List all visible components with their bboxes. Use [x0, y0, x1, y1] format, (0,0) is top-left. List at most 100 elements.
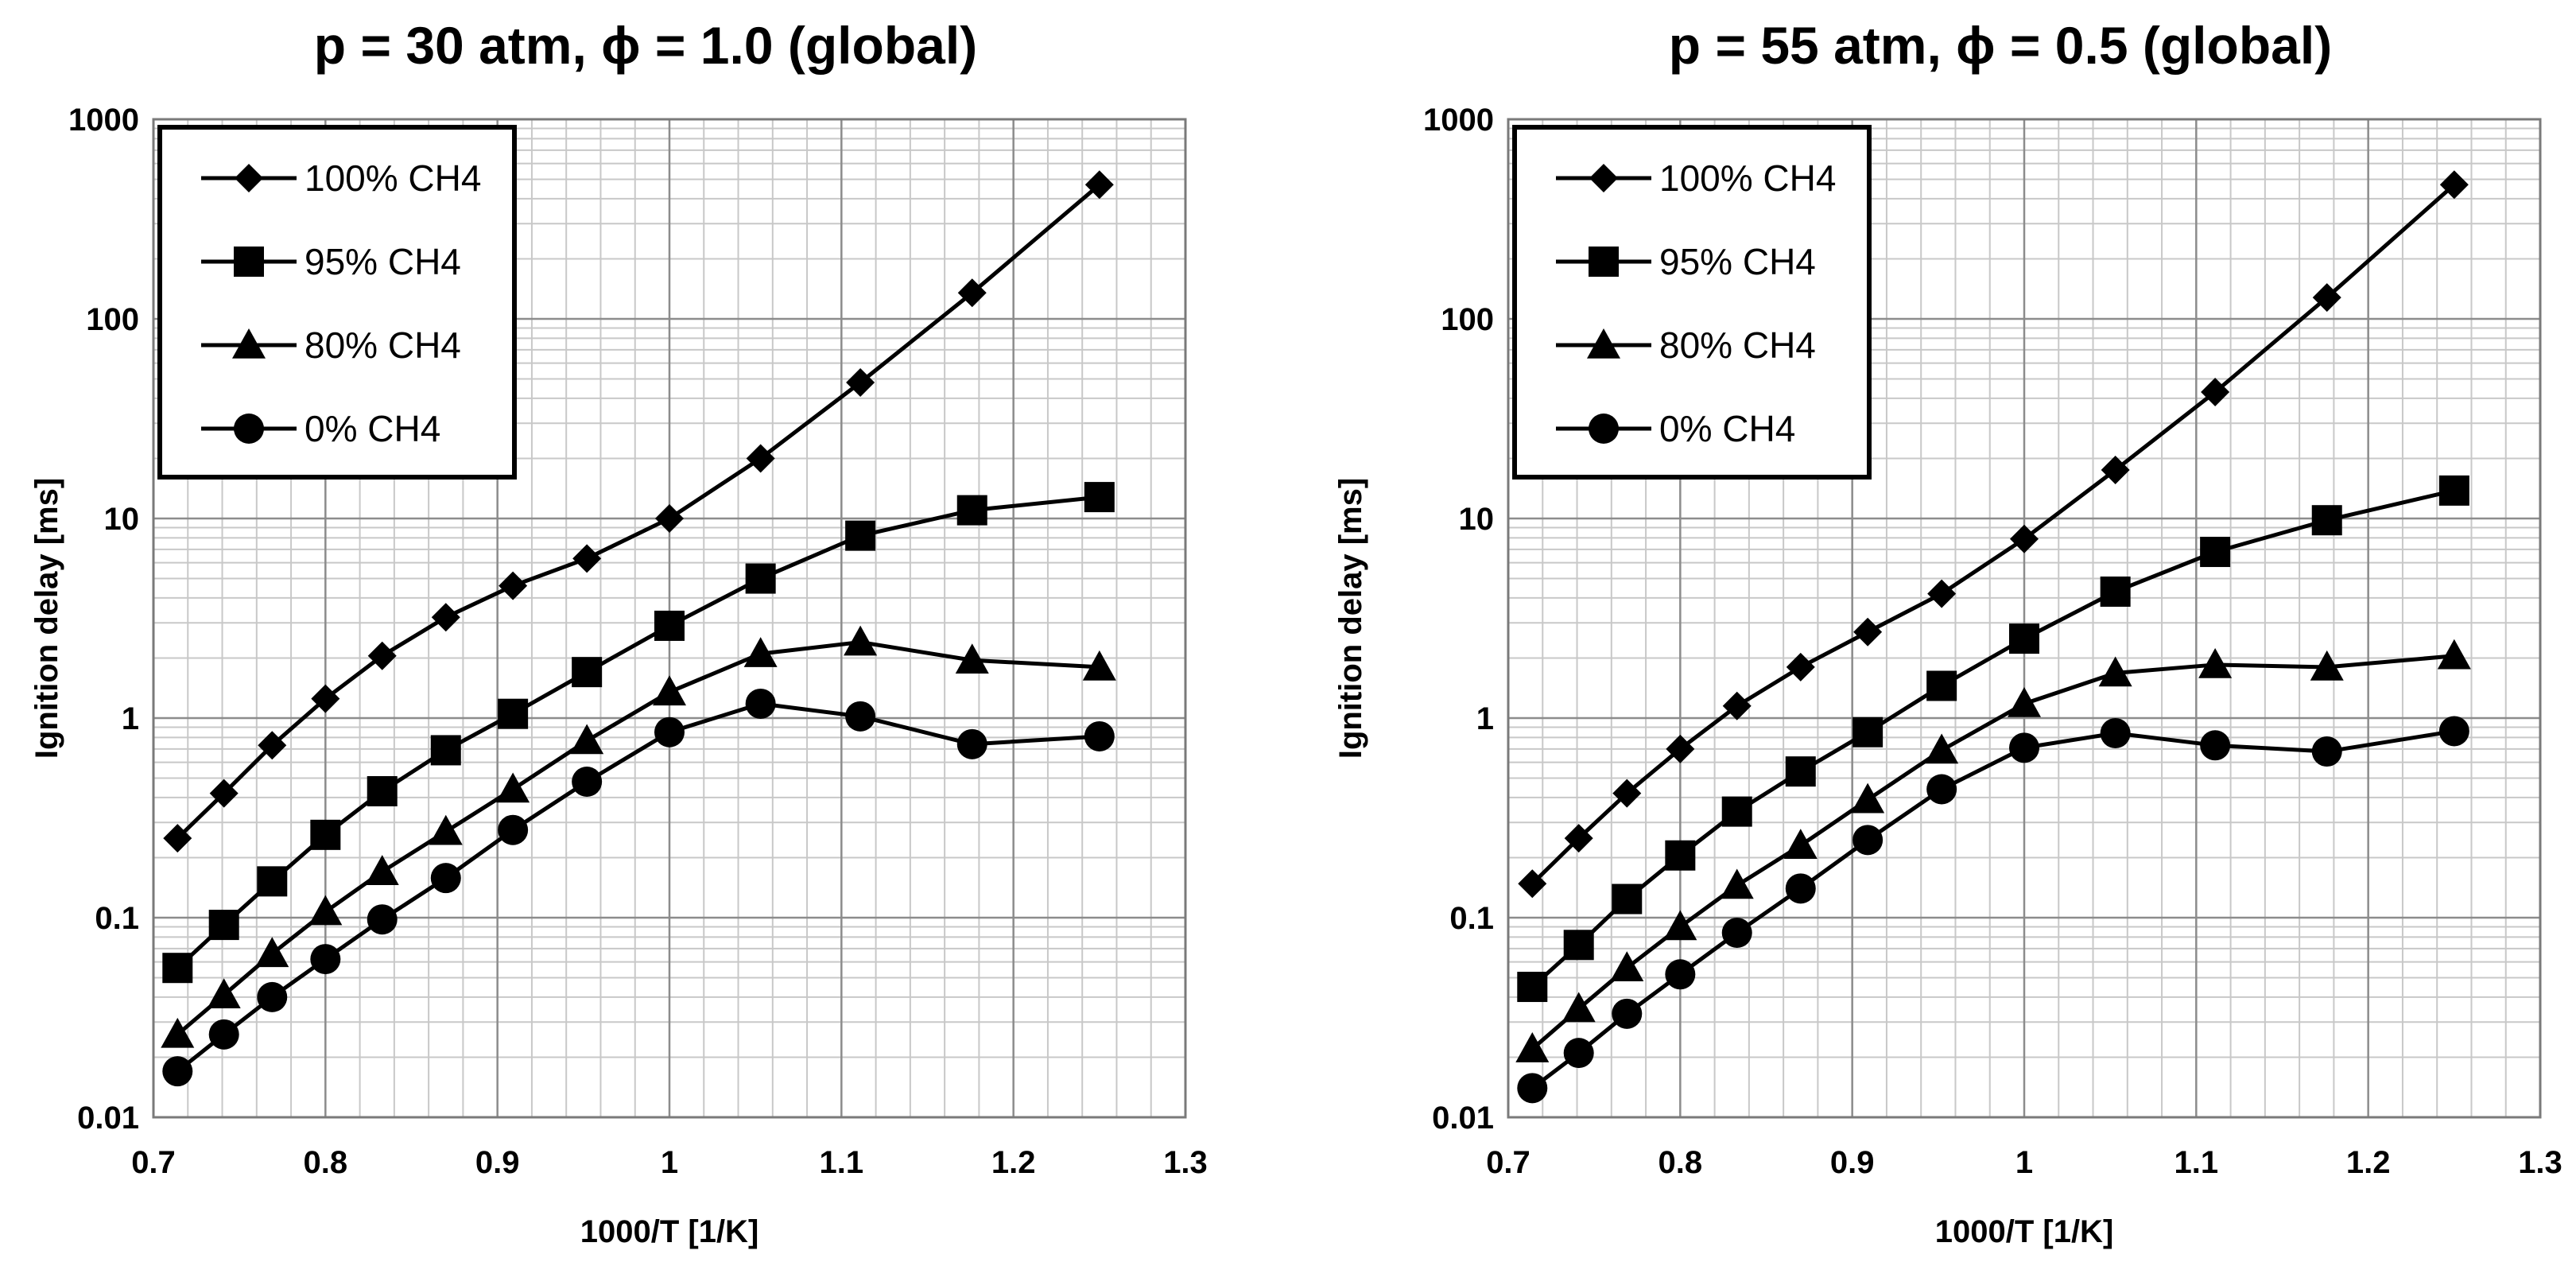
- data-point-circle: [956, 728, 987, 759]
- x-tick-label: 1.3: [2518, 1145, 2562, 1180]
- data-point-diamond: [572, 544, 602, 573]
- data-point-square: [2009, 623, 2039, 654]
- data-point-circle: [1563, 1038, 1594, 1069]
- data-point-triangle: [743, 637, 778, 667]
- data-point-triangle: [429, 814, 463, 845]
- legend: 100% CH4 95% CH4 80% CH4 0% CH4: [1512, 125, 1872, 480]
- legend-marker-diamond: [235, 164, 263, 192]
- x-tick-label: 0.7: [131, 1145, 176, 1180]
- data-point-triangle: [1082, 650, 1116, 681]
- data-point-square: [310, 819, 341, 850]
- x-tick-label: 0.7: [1486, 1145, 1530, 1180]
- data-point-circle: [2438, 716, 2469, 747]
- data-point-diamond: [258, 731, 287, 760]
- data-point-triangle: [955, 643, 989, 674]
- data-point-square: [956, 495, 987, 526]
- legend-box: [1512, 125, 1872, 480]
- data-point-diamond: [163, 824, 192, 853]
- series-square: [162, 482, 1115, 984]
- data-point-diamond: [1927, 579, 1957, 608]
- plot-area-border: [152, 118, 1187, 1119]
- chart-left: p = 30 atm, ϕ = 1.0 (global) 0.7 0.8 0.9 1 1.…: [29, 16, 1208, 1249]
- data-point-diamond: [1084, 170, 1114, 200]
- data-point-diamond: [1518, 869, 1547, 899]
- data-point-square: [162, 953, 193, 984]
- data-point-diamond: [1612, 779, 1642, 808]
- series-line: [1530, 728, 2455, 1090]
- y-tick-label: 1: [122, 701, 139, 736]
- data-point-square: [572, 657, 603, 688]
- legend-marker-triangle: [1587, 328, 1620, 359]
- data-point-diamond: [2439, 170, 2469, 200]
- series-diamond: [1518, 170, 2469, 899]
- data-point-square: [498, 698, 529, 729]
- series-line: [176, 495, 1100, 970]
- data-point-circle: [2009, 732, 2039, 763]
- data-point-triangle: [2008, 686, 2041, 717]
- data-point-square: [1665, 840, 1696, 871]
- data-point-circle: [310, 944, 341, 975]
- legend-marker-square: [234, 247, 264, 277]
- data-point-triangle: [653, 675, 686, 706]
- data-point-square: [1721, 796, 1752, 827]
- data-point-circle: [1785, 873, 1816, 904]
- data-point-triangle: [1663, 910, 1697, 941]
- data-point-triangle: [2437, 639, 2471, 670]
- y-tick-label: 10: [104, 502, 140, 537]
- data-point-diamond: [2010, 524, 2039, 553]
- x-tick-label: 0.9: [1830, 1145, 1875, 1180]
- data-point-circle: [654, 716, 685, 747]
- data-point-circle: [1852, 825, 1884, 856]
- x-tick-label: 1.1: [820, 1145, 864, 1180]
- data-point-circle: [2311, 736, 2342, 767]
- legend-label: 95% CH4: [1659, 241, 1816, 282]
- series-circle: [162, 688, 1115, 1087]
- data-point-circle: [572, 767, 603, 798]
- data-point-triangle: [308, 895, 343, 926]
- data-point-square: [1517, 972, 1548, 1003]
- data-point-triangle: [1925, 733, 1959, 764]
- x-tick-label: 1.1: [2174, 1145, 2219, 1180]
- data-point-triangle: [496, 772, 530, 803]
- data-point-circle: [845, 701, 876, 732]
- data-point-diamond: [431, 603, 460, 632]
- chart-right: p = 55 atm, ϕ = 0.5 (global) 0.7 0.8 0.9 1 1.…: [1304, 0, 2576, 1262]
- data-point-circle: [1084, 720, 1115, 751]
- y-tick-label: 1: [1476, 701, 1494, 736]
- data-point-circle: [257, 981, 288, 1012]
- data-point-diamond: [499, 571, 528, 600]
- data-point-square: [2200, 537, 2231, 568]
- data-point-square: [208, 910, 239, 941]
- data-point-circle: [430, 863, 461, 894]
- data-point-triangle: [1851, 782, 1885, 814]
- y-tick-label: 0.1: [1449, 901, 1494, 936]
- data-point-square: [430, 735, 461, 766]
- y-tick-label: 0.1: [95, 901, 139, 936]
- y-tick-label: 0.01: [1432, 1101, 1494, 1136]
- legend-marker-circle: [234, 414, 264, 444]
- x-tick-label: 1.2: [991, 1145, 1036, 1180]
- data-point-diamond: [2101, 455, 2130, 484]
- data-point-circle: [2100, 718, 2131, 749]
- data-point-triangle: [255, 937, 289, 968]
- legend-marker-diamond: [1589, 164, 1618, 192]
- data-point-diamond: [1786, 652, 1815, 681]
- data-point-circle: [208, 1019, 239, 1050]
- data-point-square: [845, 520, 876, 551]
- data-point-circle: [162, 1056, 193, 1087]
- x-tick-label: 0.8: [1658, 1145, 1703, 1180]
- legend-label: 80% CH4: [305, 324, 461, 366]
- series-triangle: [161, 625, 1116, 1048]
- data-point-square: [2311, 505, 2342, 536]
- legend: 100% CH4 95% CH4 80% CH4 0% CH4: [157, 125, 517, 480]
- plot-area-border: [1507, 118, 2542, 1119]
- data-point-triangle: [365, 855, 399, 885]
- series-line: [1530, 488, 2455, 988]
- legend-label: 0% CH4: [1659, 408, 1795, 449]
- data-point-circle: [1612, 998, 1643, 1029]
- series-line: [176, 701, 1100, 1074]
- x-tick-label: 0.8: [304, 1145, 348, 1180]
- chart-title: p = 55 atm, ϕ = 0.5 (global): [1669, 16, 2332, 75]
- data-point-square: [367, 775, 398, 806]
- data-point-square: [1785, 756, 1816, 787]
